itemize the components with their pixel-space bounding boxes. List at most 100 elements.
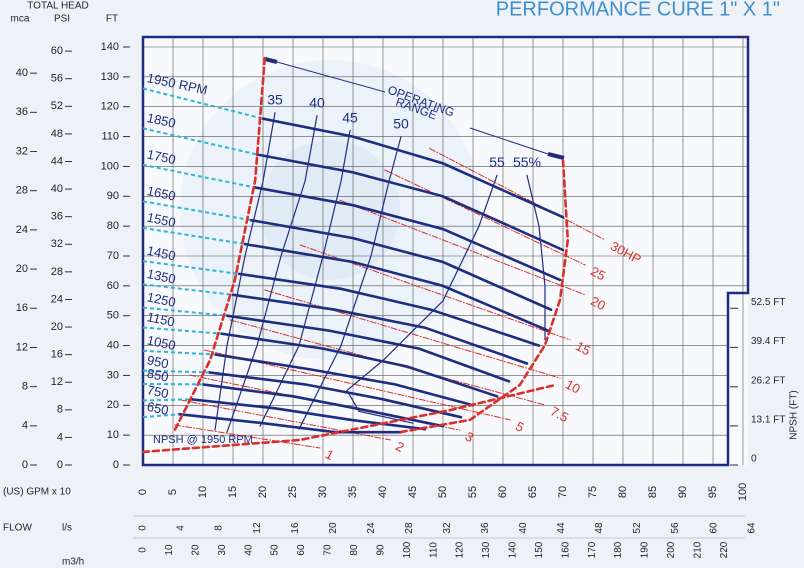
x-tick-label: 95 <box>707 486 719 498</box>
rpm-label: 650 <box>146 399 170 418</box>
rpm-curve <box>189 398 427 431</box>
m3h-tick-label: 100 <box>402 541 413 558</box>
ls-tick-label: 40 <box>518 522 529 534</box>
m3h-tick-label: 70 <box>323 544 334 556</box>
efficiency-curve <box>526 174 546 341</box>
mca-tick-label: 20 <box>16 263 28 275</box>
y-tick-label: 40 <box>107 339 119 351</box>
x-tick-label: 10 <box>197 486 209 498</box>
x-tick-label: 50 <box>437 486 449 498</box>
psi-tick-label: 8 <box>57 404 63 416</box>
efficiency-label: 40 <box>309 94 325 110</box>
y-tick-label: 90 <box>107 190 119 202</box>
y-tick-label: 120 <box>101 101 119 113</box>
m3h-tick-label: 80 <box>349 544 360 556</box>
m3h-tick-label: 20 <box>190 544 201 556</box>
m3h-tick-label: 50 <box>270 544 281 556</box>
psi-tick-label: 56 <box>51 73 63 85</box>
ls-tick-label: 36 <box>480 522 491 534</box>
x-tick-label: 40 <box>377 486 389 498</box>
y-tick-label: 30 <box>107 369 119 381</box>
m3h-tick-label: 200 <box>666 541 677 558</box>
boundary-curve <box>141 383 557 454</box>
ls-tick-label: 16 <box>290 522 301 534</box>
psi-tick-label: 20 <box>51 321 63 333</box>
rpm-curve <box>177 412 403 434</box>
power-line <box>429 148 606 241</box>
psi-tick-label: 32 <box>51 238 63 250</box>
flow-label: FLOW <box>3 523 32 534</box>
x-tick-label: 15 <box>227 486 239 498</box>
rpm-label: 1650 <box>146 183 177 204</box>
x-tick-label: 30 <box>317 486 329 498</box>
psi-tick-label: 48 <box>51 128 63 140</box>
m3h-tick-label: 40 <box>243 544 254 556</box>
ls-tick-label: 44 <box>556 522 567 534</box>
power-label: 15 <box>573 338 593 358</box>
rpm-leader <box>142 260 240 275</box>
x-tick-label: 75 <box>587 486 599 498</box>
m3h-tick-label: 140 <box>508 541 519 558</box>
m3h-tick-label: 190 <box>640 541 651 558</box>
efficiency-label: 50 <box>393 115 409 131</box>
power-line <box>384 169 586 266</box>
ls-tick-label: 32 <box>442 522 453 534</box>
efficiency-label: 55 <box>489 154 505 170</box>
rpm-label: 1850 <box>146 110 177 131</box>
x-axis-title: (US) GPM x 10 <box>3 487 71 498</box>
ls-tick-label: 28 <box>404 522 415 534</box>
efficiency-label: 35 <box>267 91 283 107</box>
rpm-label: 1350 <box>146 266 177 287</box>
m3h-tick-label: 30 <box>217 544 228 556</box>
rpm-curve <box>243 242 550 332</box>
ls-tick-label: 64 <box>746 522 757 534</box>
rpm-curve <box>207 371 463 419</box>
range-leader <box>276 61 386 93</box>
y-tick-label: 130 <box>101 71 119 83</box>
psi-tick-label: 0 <box>57 459 63 471</box>
x-tick-label: 25 <box>287 486 299 498</box>
ls-tick-label: 52 <box>632 522 643 534</box>
m3h-tick-label: 180 <box>613 541 624 558</box>
rpm-label: 1450 <box>146 243 177 264</box>
rpm-label: 1750 <box>146 146 177 167</box>
power-label: 25 <box>588 263 608 283</box>
m3h-tick-label: 60 <box>296 544 307 556</box>
m3h-tick-label: 210 <box>692 541 703 558</box>
npsh-tick-label: 13.1 FT <box>751 415 785 426</box>
rpm-curve <box>213 353 475 407</box>
grid <box>143 37 748 465</box>
rpm-leader <box>142 306 228 317</box>
rpm-curve <box>255 153 565 252</box>
rpm-leader <box>142 163 255 189</box>
ls-tick-label: 48 <box>594 522 605 534</box>
x-tick-label: 65 <box>527 486 539 498</box>
y-axis-title: TOTAL HEAD <box>27 1 89 12</box>
x-tick-label: 80 <box>617 486 629 498</box>
ls-tick-label: 0 <box>138 525 149 531</box>
boundary-curve <box>173 56 267 432</box>
m3h-tick-label: 90 <box>375 544 386 556</box>
axis-unit: PSI <box>54 14 70 25</box>
y-tick-label: 110 <box>101 130 119 142</box>
psi-tick-label: 28 <box>51 266 63 278</box>
mca-tick-label: 24 <box>16 224 28 236</box>
y-tick-label: 100 <box>101 160 119 172</box>
x-tick-label: 90 <box>677 486 689 498</box>
psi-tick-label: 40 <box>51 183 63 195</box>
rpm-leader <box>142 326 222 335</box>
psi-tick-label: 52 <box>51 100 63 112</box>
psi-tick-label: 36 <box>51 211 63 223</box>
ls-tick-label: 20 <box>328 522 339 534</box>
ls-tick-label: 24 <box>366 522 377 534</box>
mca-tick-label: 28 <box>16 185 28 197</box>
mca-tick-label: 36 <box>16 106 28 118</box>
m3h-tick-label: 150 <box>534 541 545 558</box>
x-tick-label: 0 <box>137 489 149 495</box>
psi-tick-label: 16 <box>51 349 63 361</box>
power-label: 10 <box>563 377 583 397</box>
y-tick-label: 140 <box>101 41 119 53</box>
rpm-curve <box>261 117 565 219</box>
x-tick-label: 85 <box>647 486 659 498</box>
